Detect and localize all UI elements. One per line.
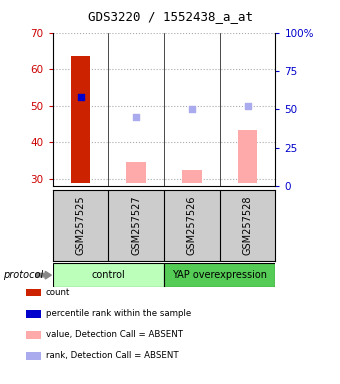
Bar bbox=[126, 162, 146, 182]
Text: GSM257528: GSM257528 bbox=[242, 196, 253, 255]
Text: percentile rank within the sample: percentile rank within the sample bbox=[46, 309, 191, 318]
Text: value, Detection Call = ABSENT: value, Detection Call = ABSENT bbox=[46, 330, 183, 339]
Bar bbox=[53, 263, 164, 287]
Point bbox=[78, 94, 83, 100]
Text: rank, Detection Call = ABSENT: rank, Detection Call = ABSENT bbox=[46, 351, 178, 361]
Bar bbox=[164, 263, 275, 287]
Text: GSM257527: GSM257527 bbox=[131, 196, 141, 255]
Text: GSM257525: GSM257525 bbox=[75, 196, 86, 255]
Bar bbox=[182, 170, 202, 182]
Text: YAP overexpression: YAP overexpression bbox=[172, 270, 267, 280]
Bar bbox=[71, 56, 90, 182]
Bar bbox=[238, 129, 257, 182]
Text: protocol: protocol bbox=[3, 270, 44, 280]
Text: count: count bbox=[46, 288, 70, 297]
Text: control: control bbox=[91, 270, 125, 280]
Point bbox=[245, 103, 250, 109]
Point bbox=[134, 114, 139, 120]
Point bbox=[189, 106, 194, 113]
Text: GSM257526: GSM257526 bbox=[187, 196, 197, 255]
Text: GDS3220 / 1552438_a_at: GDS3220 / 1552438_a_at bbox=[87, 10, 253, 23]
